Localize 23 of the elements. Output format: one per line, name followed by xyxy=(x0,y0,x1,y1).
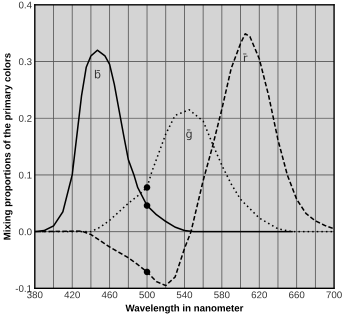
x-tick-label: 620 xyxy=(252,291,267,298)
y-tick-label: 0.2 xyxy=(18,114,32,122)
y-tick-label: 0.3 xyxy=(18,58,32,66)
point xyxy=(144,202,150,209)
point xyxy=(144,268,150,276)
x-tick-label: 580 xyxy=(214,291,230,298)
series-label: r̄ xyxy=(243,54,248,62)
point xyxy=(144,184,150,191)
series-label: b̄ xyxy=(94,70,100,78)
x-tick-label: 700 xyxy=(326,291,342,298)
x-tick-label: 380 xyxy=(27,291,43,298)
y-tick-label: 0.1 xyxy=(18,172,32,179)
x-tick-label: 540 xyxy=(176,291,192,298)
x-tick-label: 420 xyxy=(64,291,80,298)
y-tick-label: 0.4 xyxy=(18,2,32,8)
y-tick-label: -0.1 xyxy=(16,285,32,292)
x-axis-title: Wavelength in nanometer xyxy=(125,304,244,314)
y-tick-label: 0.0 xyxy=(18,228,32,236)
y-axis-title: Mixing proportions of the primary colors xyxy=(3,53,12,240)
series-label: ḡ xyxy=(186,130,192,140)
x-tick-label: 660 xyxy=(289,291,304,298)
x-tick-label: 460 xyxy=(102,291,118,298)
x-tick-label: 500 xyxy=(139,291,155,298)
